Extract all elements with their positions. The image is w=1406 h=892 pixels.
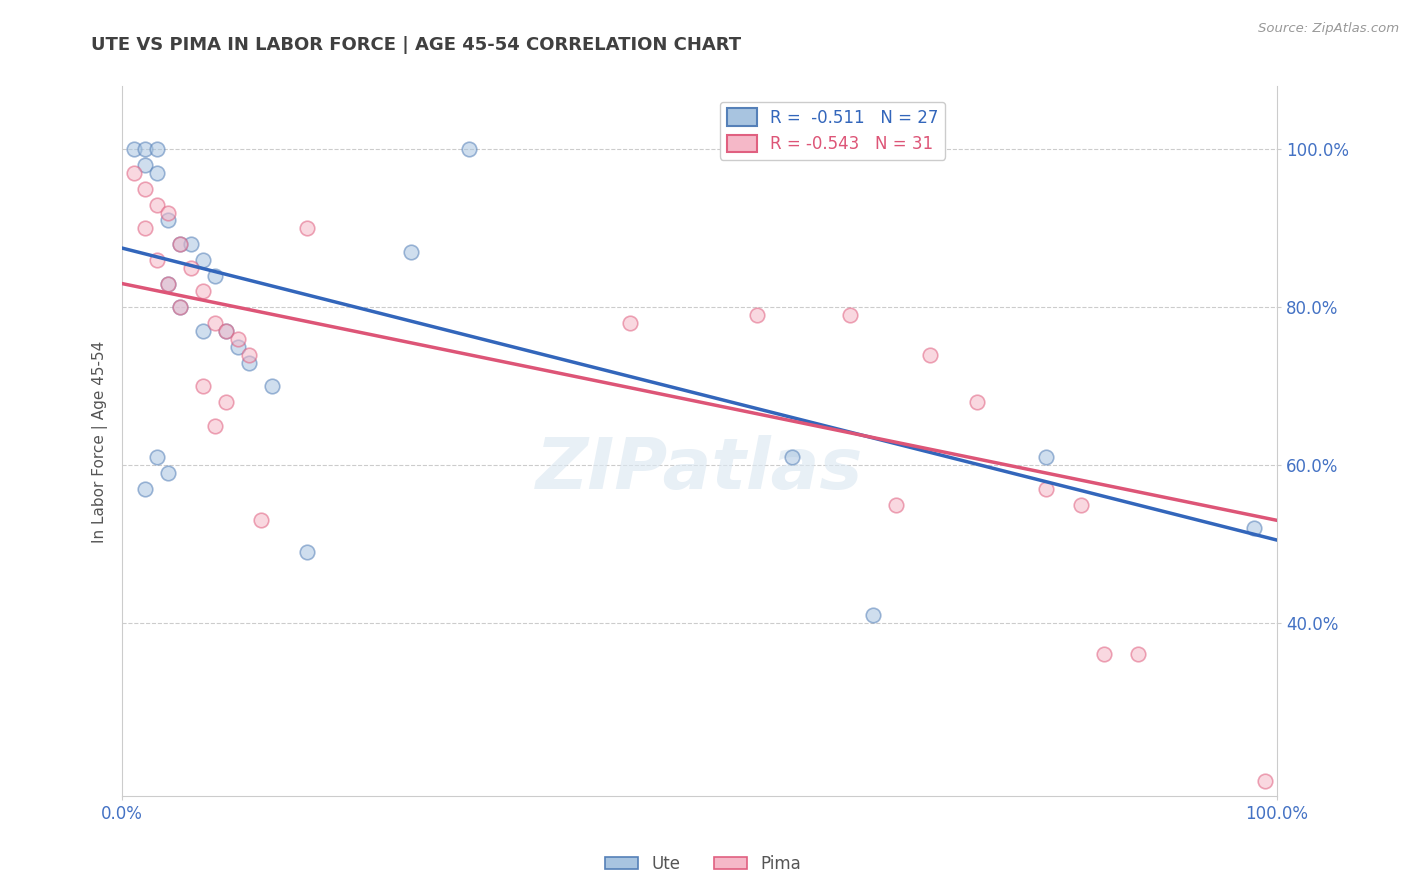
Point	[204, 316, 226, 330]
Point	[1070, 498, 1092, 512]
Point	[884, 498, 907, 512]
Point	[1035, 482, 1057, 496]
Text: Source: ZipAtlas.com: Source: ZipAtlas.com	[1258, 22, 1399, 36]
Point	[204, 268, 226, 283]
Point	[169, 300, 191, 314]
Point	[238, 348, 260, 362]
Point	[1092, 648, 1115, 662]
Point	[122, 143, 145, 157]
Point	[191, 324, 214, 338]
Point	[215, 324, 238, 338]
Y-axis label: In Labor Force | Age 45-54: In Labor Force | Age 45-54	[93, 340, 108, 542]
Point	[457, 143, 479, 157]
Point	[262, 379, 284, 393]
Point	[399, 245, 422, 260]
Point	[146, 450, 169, 465]
Text: ZIPatlas: ZIPatlas	[536, 435, 863, 504]
Point	[157, 213, 180, 227]
Point	[215, 395, 238, 409]
Point	[838, 308, 860, 322]
Point	[1128, 648, 1150, 662]
Point	[1035, 450, 1057, 465]
Point	[146, 252, 169, 267]
Point	[1243, 521, 1265, 535]
Point	[295, 221, 318, 235]
Text: UTE VS PIMA IN LABOR FORCE | AGE 45-54 CORRELATION CHART: UTE VS PIMA IN LABOR FORCE | AGE 45-54 C…	[91, 36, 741, 54]
Point	[169, 237, 191, 252]
Point	[204, 418, 226, 433]
Point	[157, 205, 180, 219]
Point	[226, 340, 249, 354]
Point	[180, 237, 202, 252]
Point	[157, 466, 180, 480]
Point	[920, 348, 942, 362]
Point	[191, 285, 214, 299]
Point	[191, 252, 214, 267]
Point	[295, 545, 318, 559]
Point	[122, 166, 145, 180]
Point	[619, 316, 641, 330]
Legend: R =  -0.511   N = 27, R = -0.543   N = 31: R = -0.511 N = 27, R = -0.543 N = 31	[720, 102, 945, 160]
Point	[249, 513, 271, 527]
Point	[146, 166, 169, 180]
Point	[134, 143, 156, 157]
Point	[169, 237, 191, 252]
Point	[134, 158, 156, 172]
Point	[146, 143, 169, 157]
Legend: Ute, Pima: Ute, Pima	[598, 848, 808, 880]
Point	[134, 182, 156, 196]
Point	[862, 607, 884, 622]
Point	[169, 300, 191, 314]
Point	[1254, 773, 1277, 788]
Point	[191, 379, 214, 393]
Point	[180, 260, 202, 275]
Point	[238, 355, 260, 369]
Point	[966, 395, 988, 409]
Point	[747, 308, 769, 322]
Point	[134, 482, 156, 496]
Point	[134, 221, 156, 235]
Point	[157, 277, 180, 291]
Point	[226, 332, 249, 346]
Point	[780, 450, 803, 465]
Point	[146, 197, 169, 211]
Point	[215, 324, 238, 338]
Point	[157, 277, 180, 291]
